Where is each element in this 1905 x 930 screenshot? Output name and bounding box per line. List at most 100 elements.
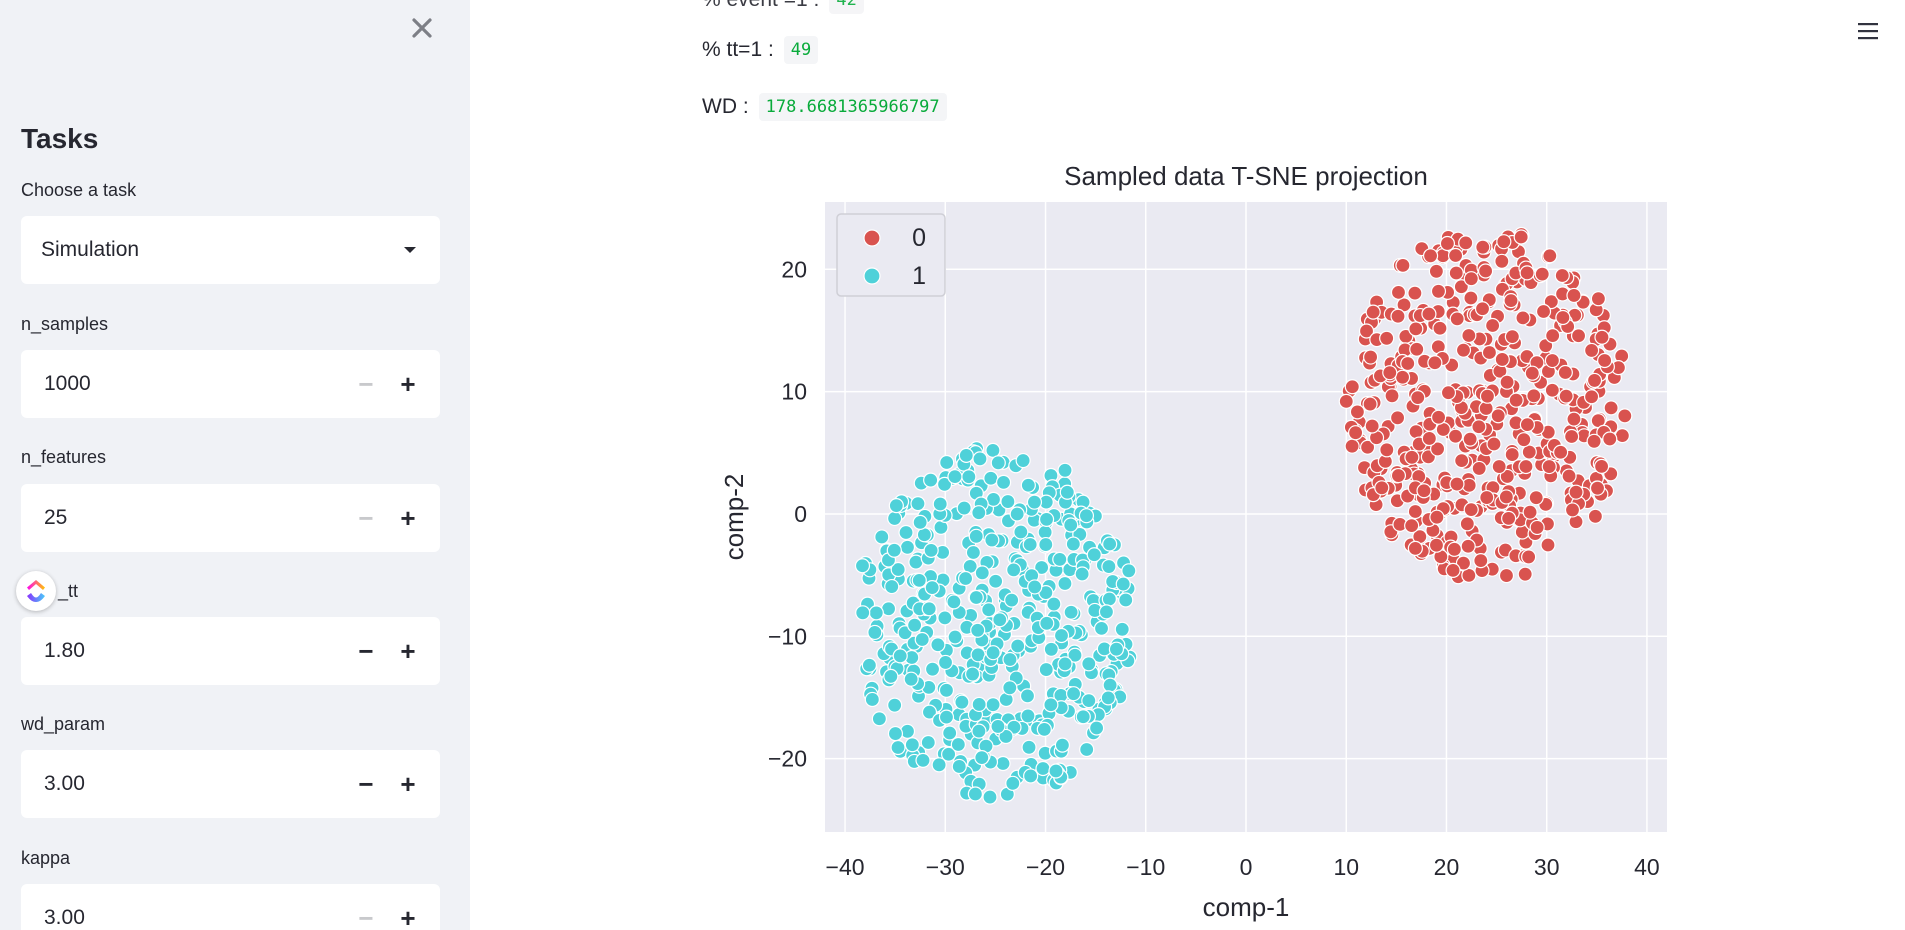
scatter-point-series-0	[1384, 388, 1400, 404]
legend-label-1: 1	[912, 262, 926, 290]
scatter-point-series-1	[1098, 604, 1115, 620]
scatter-point-series-0	[1446, 541, 1462, 557]
n-samples-value[interactable]: 1000	[44, 372, 91, 395]
scatter-point-series-0	[1461, 327, 1477, 344]
scatter-point-series-0	[1544, 382, 1560, 398]
y-tick-label: −20	[768, 746, 807, 772]
scatter-point-series-0	[1566, 411, 1582, 427]
scatter-point-series-1	[1026, 494, 1043, 510]
scatter-point-series-0	[1535, 303, 1552, 320]
scatter-point-series-0	[1449, 476, 1465, 492]
n-features-value[interactable]: 25	[44, 506, 68, 529]
scatter-point-series-1	[871, 711, 887, 727]
scatter-point-series-0	[1519, 265, 1535, 281]
scatter-point-series-1	[1057, 656, 1073, 672]
n-features-input[interactable]: 25 − +	[21, 484, 440, 552]
scatter-point-series-1	[864, 691, 880, 708]
scatter-point-series-1	[1114, 621, 1130, 637]
scatter-point-series-1	[1035, 760, 1051, 777]
scatter-point-series-1	[971, 696, 987, 713]
scatter-point-series-0	[1382, 365, 1398, 381]
kappa-input[interactable]: 3.00 − +	[21, 884, 440, 930]
kappa-increment-button[interactable]: +	[400, 902, 416, 930]
scatter-point-series-1	[942, 725, 958, 741]
scatter-point-series-0	[1528, 490, 1544, 506]
scatter-point-series-0	[1587, 508, 1603, 524]
scatter-point-series-1	[911, 572, 927, 588]
scatter-point-series-0	[1432, 320, 1448, 336]
scatter-point-series-1	[1059, 484, 1075, 500]
scatter-point-series-1	[941, 746, 957, 762]
scatter-point-series-1	[967, 786, 983, 802]
scatter-point-series-0	[1526, 388, 1542, 404]
scatter-point-series-0	[1504, 329, 1520, 345]
scatter-point-series-0	[1498, 489, 1514, 505]
wd-param-value[interactable]: 3.00	[44, 772, 85, 795]
scatter-point-series-0	[1508, 392, 1524, 408]
scatter-point-series-0	[1404, 449, 1420, 465]
n-features-decrement-button[interactable]: −	[358, 502, 374, 533]
scatter-point-series-1	[1101, 558, 1117, 575]
scatter-point-series-1	[958, 447, 974, 463]
scatter-point-series-1	[1027, 579, 1043, 595]
scatter-point-series-0	[1521, 549, 1537, 565]
x-tick-label: 40	[1634, 854, 1660, 880]
scatter-point-series-1	[984, 532, 1000, 548]
scatter-point-series-1	[1023, 768, 1039, 784]
main-menu-button[interactable]	[1853, 16, 1883, 46]
wd-param-input[interactable]: 3.00 − +	[21, 750, 440, 818]
task-select[interactable]: Simulation	[21, 216, 440, 284]
scatter-point-series-1	[892, 648, 908, 664]
scatter-point-series-0	[1430, 409, 1447, 425]
tt-input[interactable]: 1.80 − +	[21, 617, 440, 685]
scatter-point-series-1	[1005, 775, 1021, 791]
scatter-point-series-1	[1074, 566, 1090, 582]
scatter-point-series-0	[1453, 279, 1469, 295]
scatter-point-series-1	[1052, 551, 1068, 567]
x-tick-label: 30	[1534, 854, 1560, 880]
kappa-value[interactable]: 3.00	[44, 906, 85, 929]
scatter-point-series-0	[1390, 284, 1407, 300]
scatter-point-series-1	[992, 612, 1008, 628]
scatter-point-series-1	[965, 544, 981, 561]
scatter-point-series-1	[1102, 536, 1118, 552]
scatter-point-series-0	[1390, 467, 1407, 484]
tt-increment-button[interactable]: +	[400, 635, 416, 666]
scatter-point-series-1	[1081, 656, 1097, 672]
wd-param-decrement-button[interactable]: −	[358, 768, 374, 799]
scatter-point-series-1	[998, 728, 1014, 745]
scatter-point-series-1	[890, 739, 906, 756]
x-tick-label: −10	[1126, 854, 1165, 880]
scatter-point-series-0	[1359, 439, 1376, 455]
scatter-point-series-0	[1348, 425, 1364, 441]
tt-value[interactable]: 1.80	[44, 639, 85, 662]
scatter-point-series-0	[1463, 271, 1479, 287]
scatter-point-series-1	[921, 601, 937, 617]
n-features-increment-button[interactable]: +	[400, 502, 416, 533]
n-samples-decrement-button[interactable]: −	[358, 368, 374, 399]
scatter-point-series-0	[1516, 432, 1532, 448]
scatter-point-series-1	[868, 605, 884, 621]
kappa-decrement-button[interactable]: −	[358, 902, 374, 930]
wd-param-increment-button[interactable]: +	[400, 768, 416, 799]
scatter-point-series-0	[1617, 408, 1633, 424]
scatter-point-series-0	[1602, 431, 1618, 447]
n-samples-increment-button[interactable]: +	[400, 368, 416, 399]
clickup-icon[interactable]	[16, 571, 56, 611]
n-samples-input[interactable]: 1000 − +	[21, 350, 440, 418]
scatter-point-series-1	[1021, 739, 1037, 755]
scatter-point-series-1	[1010, 638, 1026, 654]
scatter-point-series-1	[887, 725, 904, 742]
scatter-point-series-0	[1430, 283, 1447, 299]
scatter-point-series-0	[1362, 396, 1378, 412]
scatter-point-series-1	[886, 542, 902, 558]
y-tick-label: 10	[781, 379, 807, 405]
scatter-point-series-0	[1499, 468, 1515, 485]
tt-decrement-button[interactable]: −	[358, 635, 374, 666]
close-sidebar-button[interactable]	[406, 14, 438, 46]
scatter-point-series-0	[1447, 247, 1464, 264]
scatter-point-series-0	[1344, 438, 1360, 454]
scatter-point-series-1	[983, 470, 999, 486]
scatter-point-series-1	[938, 682, 955, 698]
x-tick-label: 20	[1434, 854, 1460, 880]
